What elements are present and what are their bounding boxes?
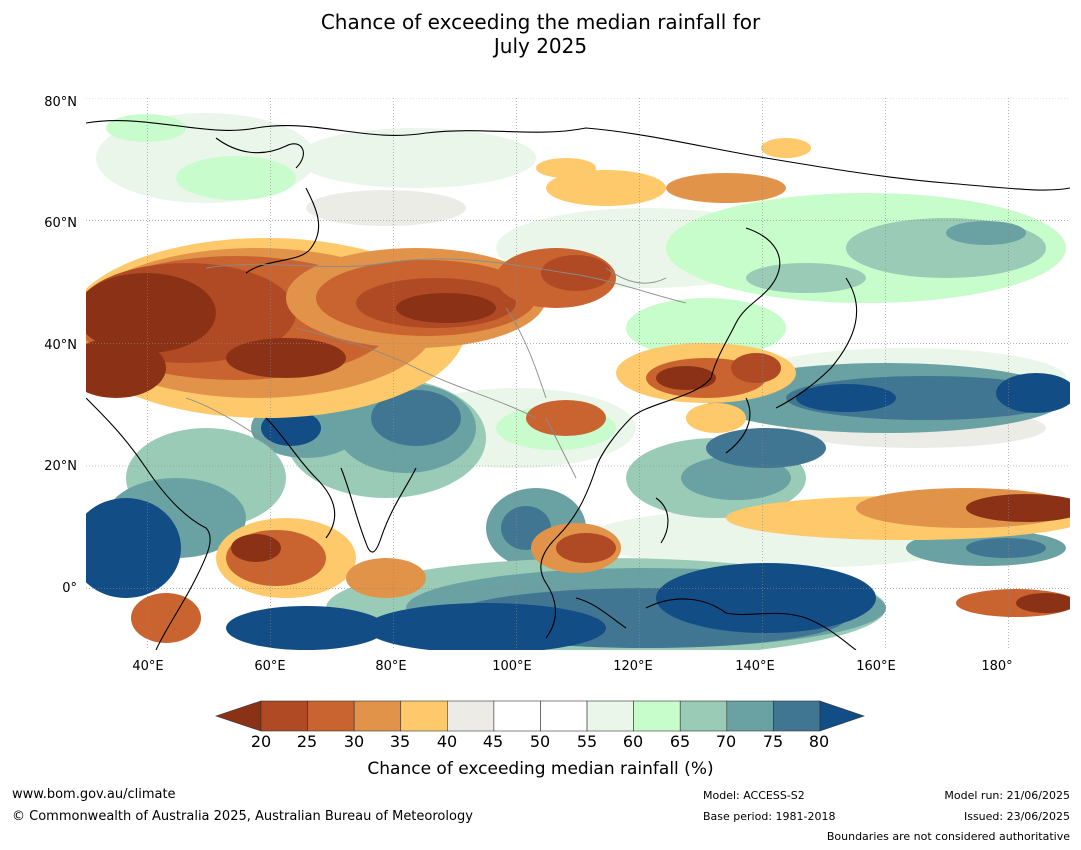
colorbar-segment bbox=[493, 700, 541, 732]
colorbar-segment bbox=[447, 700, 495, 732]
colorbar-tick-20: 20 bbox=[250, 732, 272, 751]
colorbar-tick-70: 70 bbox=[715, 732, 737, 751]
lat-label-40n: 40°N bbox=[44, 338, 77, 353]
colorbar-tick-75: 75 bbox=[762, 732, 784, 751]
footer-url: www.bom.gov.au/climate bbox=[12, 787, 176, 802]
colorbar-extend-low bbox=[215, 700, 262, 732]
colorbar-segment bbox=[353, 700, 402, 732]
footer-disclaimer: Boundaries are not considered authoritat… bbox=[826, 830, 1070, 843]
colorbar-segment bbox=[586, 700, 634, 732]
colorbar-segment bbox=[633, 700, 681, 732]
colorbar-tick-60: 60 bbox=[622, 732, 644, 751]
map-title-line1: Chance of exceeding the median rainfall … bbox=[320, 10, 761, 34]
graticule bbox=[86, 98, 1070, 650]
country-boundaries bbox=[185, 258, 687, 479]
footer-base-period: Base period: 1981-2018 bbox=[703, 810, 836, 823]
colorbar-tick-50: 50 bbox=[529, 732, 551, 751]
footer-model: Model: ACCESS-S2 bbox=[703, 789, 805, 802]
colorbar bbox=[215, 700, 865, 732]
colorbar-segment bbox=[260, 700, 308, 732]
lat-label-60n: 60°N bbox=[44, 216, 77, 231]
coastlines bbox=[86, 120, 1070, 650]
lat-label-80n: 80°N bbox=[44, 95, 77, 110]
colorbar-segment bbox=[307, 700, 355, 732]
lon-label-140e: 140°E bbox=[735, 659, 775, 674]
colorbar-extend-high bbox=[819, 700, 865, 732]
footer-issued: Issued: 23/06/2025 bbox=[963, 810, 1070, 823]
lon-label-120e: 120°E bbox=[613, 659, 653, 674]
colorbar-tick-25: 25 bbox=[296, 732, 318, 751]
lat-label-0: 0° bbox=[62, 581, 77, 596]
lon-label-160e: 160°E bbox=[856, 659, 896, 674]
colorbar-segment bbox=[540, 700, 588, 732]
colorbar-segment bbox=[773, 700, 821, 732]
colorbar-tick-45: 45 bbox=[482, 732, 504, 751]
colorbar-segment bbox=[400, 700, 448, 732]
colorbar-tick-40: 40 bbox=[436, 732, 458, 751]
colorbar-tick-80: 80 bbox=[808, 732, 830, 751]
footer-model-run: Model run: 21/06/2025 bbox=[944, 789, 1070, 802]
lon-label-180: 180° bbox=[981, 659, 1013, 674]
wetter-regions bbox=[86, 193, 1070, 650]
lon-label-60e: 60°E bbox=[254, 659, 286, 674]
colorbar-tick-35: 35 bbox=[389, 732, 411, 751]
colorbar-tick-55: 55 bbox=[576, 732, 598, 751]
colorbar-segment bbox=[679, 700, 728, 732]
drier-regions bbox=[86, 138, 1070, 643]
lon-label-100e: 100°E bbox=[492, 659, 532, 674]
colorbar-tick-30: 30 bbox=[343, 732, 365, 751]
colorbar-tick-65: 65 bbox=[669, 732, 691, 751]
footer-copyright: © Commonwealth of Australia 2025, Austra… bbox=[12, 809, 473, 824]
lon-label-80e: 80°E bbox=[375, 659, 407, 674]
lat-label-20n: 20°N bbox=[44, 459, 77, 474]
colorbar-segment bbox=[726, 700, 774, 732]
lon-label-40e: 40°E bbox=[132, 659, 164, 674]
colorbar-label: Chance of exceeding median rainfall (%) bbox=[367, 759, 714, 779]
map-title-line2: July 2025 bbox=[493, 34, 588, 58]
rainfall-probability-map bbox=[86, 98, 1070, 650]
